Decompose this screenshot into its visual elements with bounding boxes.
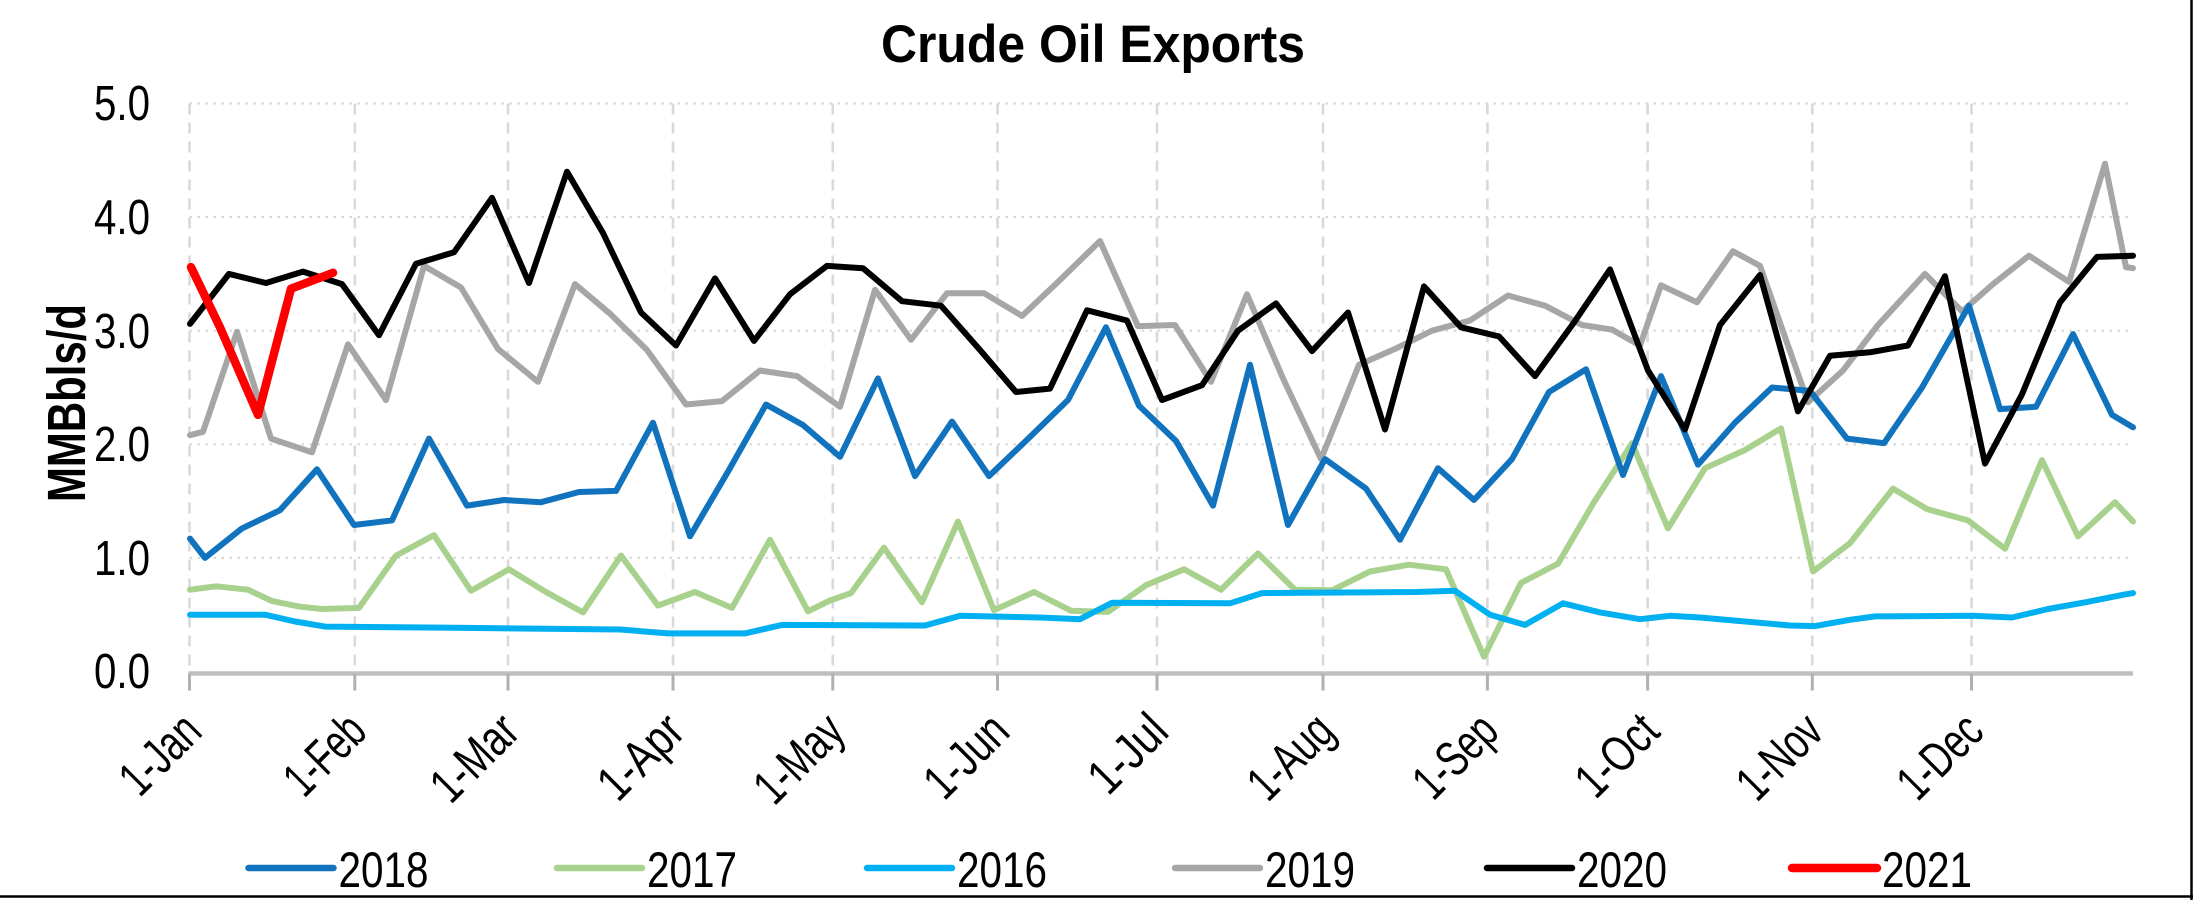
svg-text:Crude Oil Exports: Crude Oil Exports [881, 15, 1305, 74]
svg-text:0.0: 0.0 [94, 645, 150, 699]
svg-text:2021: 2021 [1882, 842, 1972, 898]
svg-text:2017: 2017 [647, 842, 737, 898]
svg-text:2020: 2020 [1577, 842, 1667, 898]
svg-text:2016: 2016 [957, 842, 1047, 898]
svg-text:3.0: 3.0 [94, 305, 150, 359]
svg-text:2018: 2018 [339, 842, 429, 898]
svg-text:5.0: 5.0 [94, 77, 150, 131]
svg-text:MMBbls/d: MMBbls/d [37, 304, 97, 502]
svg-text:2.0: 2.0 [94, 418, 150, 472]
svg-text:1.0: 1.0 [94, 532, 150, 586]
svg-text:4.0: 4.0 [94, 191, 150, 245]
svg-text:2019: 2019 [1265, 842, 1355, 898]
